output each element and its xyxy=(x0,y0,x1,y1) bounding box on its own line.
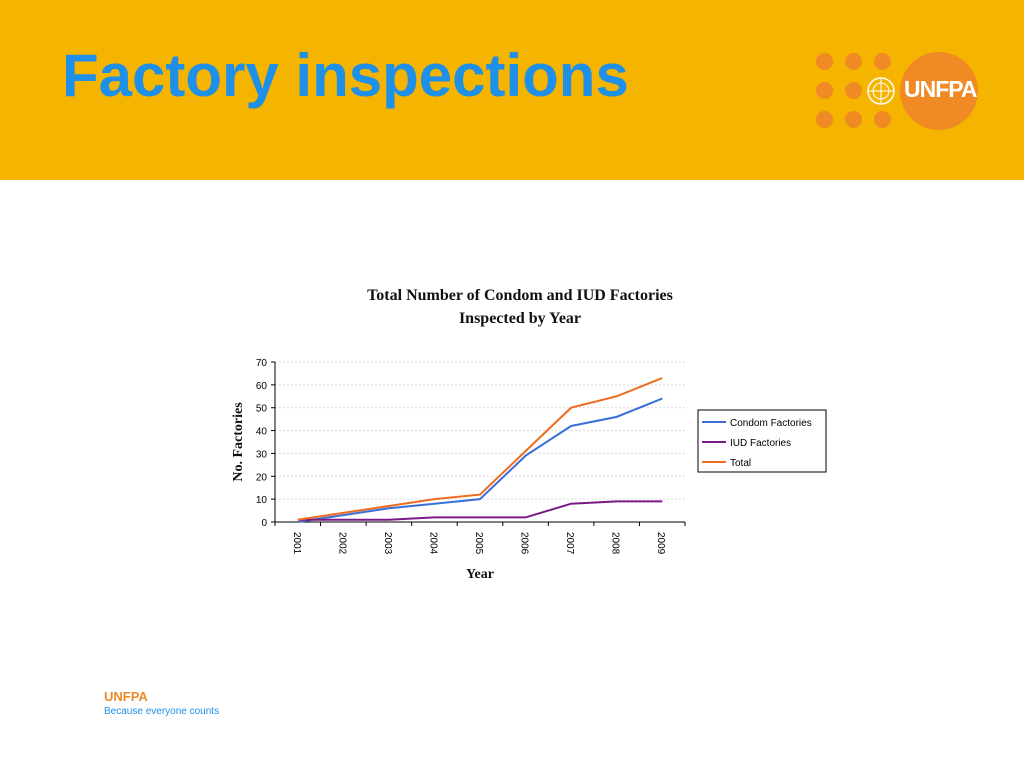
logo-dot xyxy=(845,111,862,128)
logo-dot xyxy=(816,111,833,128)
x-tick-label: 2005 xyxy=(473,532,484,555)
footer-brand: UNFPA xyxy=(104,689,148,704)
y-tick-label: 50 xyxy=(256,404,268,415)
logo-dot xyxy=(874,111,891,128)
logo-dot xyxy=(816,82,833,99)
x-tick-label: 2008 xyxy=(610,532,621,555)
x-tick-label: 2001 xyxy=(291,532,302,555)
logo-dot xyxy=(816,53,833,70)
legend-label: Condom Factories xyxy=(730,418,812,429)
series-line xyxy=(297,377,663,521)
x-tick-label: 2004 xyxy=(427,532,438,555)
y-tick-label: 20 xyxy=(256,472,268,483)
un-emblem-icon xyxy=(867,77,895,105)
y-tick-label: 30 xyxy=(256,449,268,460)
y-tick-label: 10 xyxy=(256,495,268,506)
chart-title-line2: Inspected by Year xyxy=(458,310,582,327)
series-line xyxy=(297,500,663,521)
chart-container: Total Number of Condom and IUD Factories… xyxy=(220,278,840,598)
unfpa-logo: UNFPA xyxy=(808,46,988,136)
logo-text: UNFPA xyxy=(904,76,978,102)
y-tick-label: 70 xyxy=(256,358,268,369)
x-tick-label: 2003 xyxy=(382,532,393,555)
y-tick-label: 0 xyxy=(261,518,267,529)
logo-dot xyxy=(845,53,862,70)
series-line xyxy=(297,397,663,523)
logo-dot xyxy=(874,53,891,70)
footer-tagline: Because everyone counts xyxy=(104,706,220,717)
legend-label: Total xyxy=(730,458,751,469)
chart-title-line1: Total Number of Condom and IUD Factories xyxy=(367,287,673,304)
x-tick-label: 2002 xyxy=(336,532,347,555)
x-tick-label: 2009 xyxy=(655,532,666,555)
header-bar: Factory inspections UNFPA xyxy=(0,0,1024,180)
chart-title: Total Number of Condom and IUD Factories… xyxy=(320,284,720,330)
legend-label: IUD Factories xyxy=(730,438,791,449)
logo-dot xyxy=(845,82,862,99)
y-tick-label: 40 xyxy=(256,427,268,438)
x-tick-label: 2006 xyxy=(519,532,530,555)
line-chart: 0 10 20 30 40 50 60 70 2001 2002 2003 2004 2005 2006 2… xyxy=(231,358,827,582)
x-tick-label: 2007 xyxy=(564,532,575,555)
logo-circle xyxy=(900,52,978,130)
y-tick-label: 60 xyxy=(256,381,268,392)
y-axis-title: No. Factories xyxy=(231,402,246,482)
slide-title: Factory inspections xyxy=(62,42,629,109)
x-axis-title: Year xyxy=(466,567,494,582)
